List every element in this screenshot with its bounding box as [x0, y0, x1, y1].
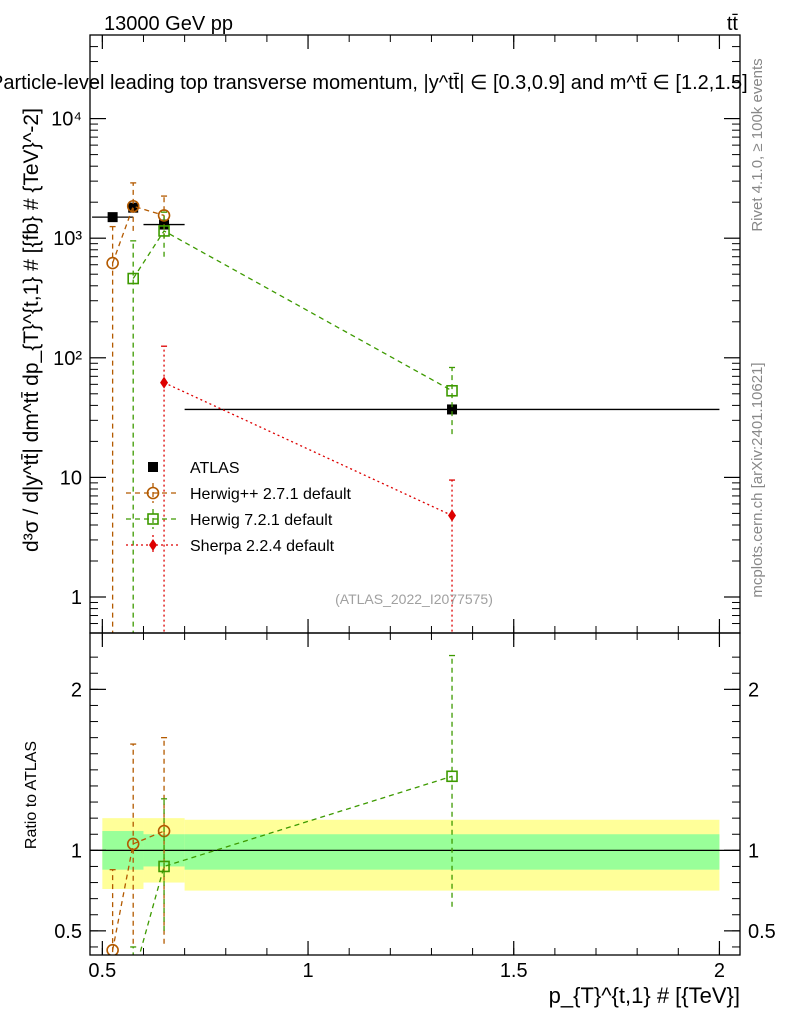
legend-entry-label: Sherpa 2.2.4 default — [190, 538, 335, 555]
x-tick-label: 0.5 — [88, 960, 116, 982]
main-y-tick-label: 10³ — [53, 228, 82, 250]
ratio-data-point — [158, 860, 170, 873]
main-data-point — [128, 202, 139, 213]
ratio-y-tick-label: 2 — [71, 679, 82, 701]
energy-label: 13000 GeV pp — [104, 13, 233, 35]
y-axis-label-ratio: Ratio to ATLAS — [23, 741, 40, 849]
main-data-point — [157, 209, 171, 222]
legend-marker — [148, 462, 158, 472]
ratio-uncertainty-bands — [102, 818, 720, 891]
ratio-y-tick-label-right: 2 — [748, 679, 759, 701]
main-data-point — [448, 509, 457, 522]
main-data-point — [447, 404, 458, 415]
y-axis-label-main: d³σ / d|y^tt̄| dm^tt̄ dp_{T}^{t,1} # [{f… — [20, 108, 43, 552]
ratio-data-point — [128, 973, 138, 983]
ratio-y-tick-label-right: 1 — [748, 840, 759, 862]
legend-entry-label: Herwig 7.2.1 default — [190, 512, 333, 529]
legend-marker — [146, 486, 160, 500]
ratio-y-tick-label-right: 0.5 — [748, 921, 776, 943]
main-series-line — [112, 205, 165, 264]
main-data-point — [106, 256, 119, 270]
legend-entry-label: ATLAS — [190, 460, 240, 477]
x-axis-label: p_{T}^{t,1} # [{TeV}] — [549, 983, 740, 1008]
analysis-watermark: (ATLAS_2022_I2077575) — [335, 591, 493, 607]
main-series-3 — [160, 345, 457, 633]
ratio-data-point — [106, 943, 119, 955]
main-y-tick-label: 1 — [71, 587, 82, 609]
main-series-line — [132, 230, 453, 392]
main-y-tick-label: 10 — [60, 467, 82, 489]
axes: 1 10 10² 10³ 10⁴ 0.5 1 1.5 2 0.5 0.5 1 1 2 2 — [51, 34, 776, 982]
main-panel-frame — [89, 34, 741, 634]
rivet-version-label: Rivet 4.1.0, ≥ 100k events — [749, 58, 766, 231]
process-label: tt̄ — [727, 13, 739, 35]
main-plot-area — [92, 182, 720, 633]
main-y-tick-label: 10² — [53, 348, 82, 370]
ratio-panel-frame — [89, 632, 741, 956]
ratio-y-tick-label: 0.5 — [54, 921, 82, 943]
x-tick-label: 2 — [714, 960, 725, 982]
legend-marker — [147, 513, 159, 525]
plot-title: Particle-level leading top transverse mo… — [0, 72, 748, 94]
ratio-plot-area — [90, 654, 740, 983]
main-data-point — [446, 384, 458, 397]
x-tick-label: 1 — [302, 960, 313, 982]
main-y-tick-label: 10⁴ — [51, 109, 82, 131]
legend: ATLAS Herwig++ 2.7.1 default Herwig 7.2.1 … — [126, 460, 352, 555]
main-data-point — [158, 225, 170, 237]
main-data-point — [107, 212, 118, 223]
main-series-0 — [92, 202, 720, 415]
ratio-series-1 — [128, 654, 458, 983]
ratio-data-point — [126, 837, 140, 851]
main-data-point — [126, 199, 140, 213]
ratio-series-line — [138, 775, 453, 955]
main-series-2 — [127, 211, 458, 633]
main-data-point — [160, 376, 169, 389]
ratio-y-tick-label: 1 — [71, 840, 82, 862]
legend-marker — [149, 539, 157, 551]
ratio-data-point — [446, 770, 458, 783]
x-tick-label: 1.5 — [500, 960, 528, 982]
legend-entry-label: Herwig++ 2.7.1 default — [190, 486, 352, 503]
main-data-point — [127, 272, 139, 285]
main-series-1 — [106, 182, 171, 633]
source-label: mcplots.cern.ch [arXiv:2401.10621] — [749, 362, 766, 597]
